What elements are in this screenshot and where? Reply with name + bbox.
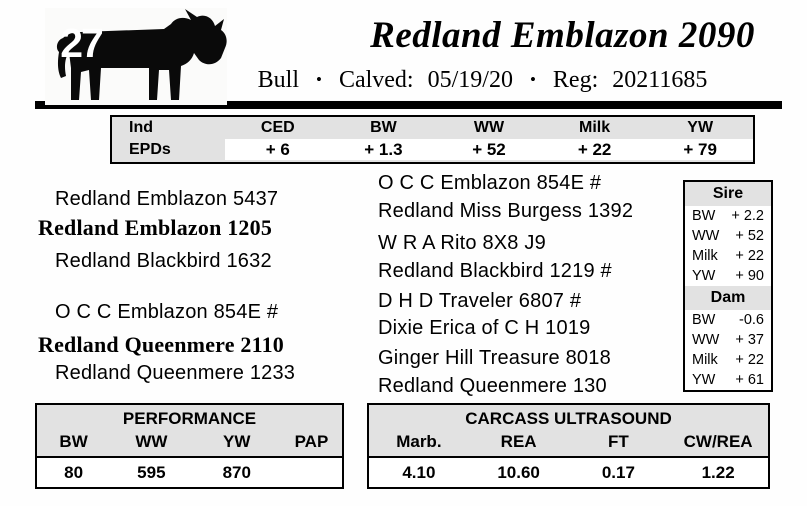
epd-value-ced: + 6 [225, 139, 331, 160]
header-divider [35, 101, 782, 109]
calved-date: 05/19/20 [427, 67, 513, 93]
epd-table: Ind CED BW WW Milk YW EPDs + 6 + 1.3 + 5… [110, 115, 755, 164]
pedigree-sire-dam: Redland Blackbird 1632 [55, 250, 272, 272]
dam-epd-row: YW + 61 [685, 370, 771, 390]
pedigree-gp-line: Dixie Erica of C H 1019 [378, 317, 591, 339]
performance-bw: 80 [64, 462, 84, 482]
trait-label: Milk [692, 352, 718, 368]
sire-epd-row: WW + 52 [685, 226, 771, 246]
reg-number: 20211685 [612, 67, 708, 93]
pedigree-dam-dam: Redland Queenmere 1233 [55, 362, 296, 384]
calved-label: Calved: [338, 67, 414, 93]
pedigree-sire-name: Redland Emblazon 1205 [38, 215, 273, 240]
bull-silhouette-icon [56, 9, 227, 100]
sire-section-header: Sire [685, 182, 771, 206]
dam-epd-row: Milk + 22 [685, 350, 771, 370]
col-header-marb: Marb. [396, 432, 442, 451]
epd-value-bw: + 1.3 [330, 139, 437, 160]
epd-value-milk: + 22 [541, 139, 648, 160]
performance-yw: 870 [222, 462, 251, 482]
trait-value: + 22 [735, 248, 764, 264]
animal-subtitle: Bull • Calved: 05/19/20 • Reg: 20211685 [225, 67, 740, 94]
col-header-ww: WW [135, 432, 168, 451]
trait-label: WW [692, 228, 720, 244]
animal-name-title: Redland Emblazon 2090 [370, 15, 755, 56]
carcass-ultrasound-table: CARCASS ULTRASOUND Marb. REA FT CW/REA 4… [367, 403, 770, 489]
performance-table: PERFORMANCE BW WW YW PAP 80 595 870 [35, 403, 344, 489]
pedigree-gp-line: D H D Traveler 6807 # [378, 290, 582, 312]
pedigree-gp-line: Redland Miss Burgess 1392 [378, 200, 634, 222]
pedigree-gp-line: O C C Emblazon 854E # [378, 172, 602, 194]
trait-value: + 37 [735, 332, 764, 348]
epd-col-header-ww: WW [473, 119, 505, 136]
trait-label: YW [692, 268, 716, 284]
sex-label: Bull [257, 67, 299, 93]
calved-group: Calved: 05/19/20 [339, 67, 513, 94]
epd-row2-label: EPDs [129, 140, 171, 158]
sire-epd-row: BW + 2.2 [685, 206, 771, 226]
trait-label: Milk [692, 248, 718, 264]
dam-section-header: Dam [685, 286, 771, 310]
epd-col-header-milk: Milk [579, 119, 611, 136]
trait-value: + 52 [735, 228, 764, 244]
trait-label: YW [692, 372, 716, 388]
carcass-marb: 4.10 [402, 462, 436, 482]
lot-number: 27 [60, 20, 104, 66]
trait-value: + 90 [735, 268, 764, 284]
pedigree-sire-sire: Redland Emblazon 5437 [55, 188, 279, 210]
trait-value: + 22 [735, 352, 764, 368]
performance-ww: 595 [137, 462, 166, 482]
col-header-bw: BW [59, 432, 88, 451]
epd-row1-label: Ind [129, 119, 153, 136]
sire-epd-row: Milk + 22 [685, 246, 771, 266]
carcass-rea: 10.60 [497, 462, 540, 482]
trait-label: BW [692, 208, 716, 224]
bull-photo-frame [45, 8, 227, 105]
sire-epd-row: YW + 90 [685, 266, 771, 286]
pedigree-dam-sire: O C C Emblazon 854E # [55, 301, 279, 323]
trait-value: + 61 [735, 372, 764, 388]
col-header-ft: FT [607, 432, 629, 451]
trait-value: + 2.2 [731, 208, 764, 224]
performance-column-headers: BW WW YW PAP [37, 432, 342, 456]
carcass-title: CARCASS ULTRASOUND [465, 409, 672, 428]
epd-col-header-ced: CED [260, 119, 295, 136]
col-header-cwrea: CW/REA [683, 432, 753, 451]
epd-col-header-yw: YW [687, 119, 714, 136]
bullet-separator: • [316, 70, 322, 89]
pedigree-gp-line: W R A Rito 8X8 J9 [378, 232, 546, 254]
performance-header: PERFORMANCE BW WW YW PAP [37, 405, 342, 458]
trait-value: -0.6 [739, 312, 764, 328]
trait-label: BW [692, 312, 716, 328]
dam-epd-row: BW -0.6 [685, 310, 771, 330]
pedigree-gp-line: Redland Queenmere 130 [378, 375, 607, 397]
reg-group: Reg: 20211685 [553, 67, 707, 94]
col-header-pap: PAP [294, 432, 329, 451]
pedigree-dam-name: Redland Queenmere 2110 [38, 332, 284, 357]
epd-value-ww: + 52 [436, 139, 542, 160]
epd-col-header-bw: BW [370, 119, 397, 136]
col-header-yw: YW [223, 432, 251, 451]
reg-label: Reg: [552, 67, 599, 93]
dam-epd-row: WW + 37 [685, 330, 771, 350]
carcass-values-row: 4.10 10.60 0.17 1.22 [369, 458, 768, 487]
pedigree-gp-line: Ginger Hill Treasure 8018 [378, 347, 611, 369]
bullet-separator: • [529, 70, 536, 89]
epd-value-yw: + 79 [647, 139, 753, 160]
carcass-ft: 0.17 [601, 462, 635, 482]
col-header-rea: REA [500, 432, 537, 451]
carcass-column-headers: Marb. REA FT CW/REA [369, 432, 768, 456]
performance-title: PERFORMANCE [122, 409, 257, 428]
pedigree-gp-line: Redland Blackbird 1219 # [378, 260, 612, 282]
trait-label: WW [692, 332, 720, 348]
carcass-header: CARCASS ULTRASOUND Marb. REA FT CW/REA [369, 405, 768, 458]
carcass-cwrea: 1.22 [701, 462, 735, 482]
performance-values-row: 80 595 870 [37, 458, 342, 487]
sire-dam-epd-box: Sire BW + 2.2 WW + 52 Milk + 22 YW + 90 … [683, 180, 773, 392]
